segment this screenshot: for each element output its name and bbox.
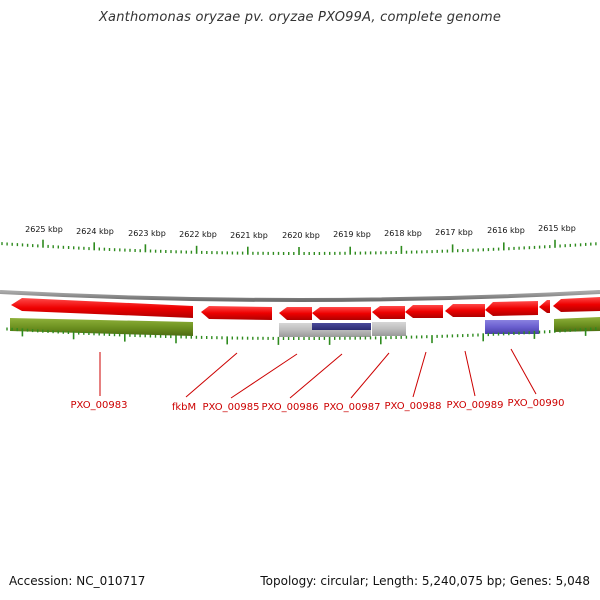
scale-label: 2624 kbp (76, 227, 114, 236)
gene-arrow[interactable] (445, 304, 485, 317)
gene-arrow[interactable] (485, 301, 538, 316)
scale-label: 2620 kbp (282, 231, 320, 240)
gene-arrow[interactable] (539, 300, 550, 313)
scale-label: 2621 kbp (230, 231, 268, 240)
cds-blue-box[interactable] (485, 320, 539, 334)
scale-label: 2622 kbp (179, 230, 217, 239)
gene-arrow[interactable] (279, 307, 312, 320)
scale-labels: 2625 kbp 2624 kbp 2623 kbp 2622 kbp 2621… (25, 224, 576, 240)
leader-line (510, 348, 537, 395)
feature-boxes (10, 317, 600, 337)
gene-label[interactable]: PXO_00985 (203, 402, 260, 413)
gene-label[interactable]: PXO_00987 (324, 402, 381, 413)
gene-label[interactable]: PXO_00986 (262, 402, 319, 413)
gene-leader-lines (99, 348, 537, 399)
genome-summary-text: Topology: circular; Length: 5,240,075 bp… (260, 574, 590, 588)
gene-arrow[interactable] (11, 298, 193, 318)
gene-label[interactable]: PXO_00988 (385, 401, 442, 412)
accession-text: Accession: NC_010717 (9, 574, 146, 588)
gene-label[interactable]: fkbM (172, 402, 196, 413)
gene-arrow[interactable] (201, 306, 272, 320)
gene-label[interactable]: PXO_00989 (447, 400, 504, 411)
cds-green-box[interactable] (554, 317, 600, 332)
genome-backbone (0, 290, 600, 302)
cds-gray-box[interactable] (372, 322, 406, 336)
scale-label: 2616 kbp (487, 226, 525, 235)
leader-line (230, 353, 298, 399)
scale-label: 2623 kbp (128, 229, 166, 238)
leader-line (464, 350, 476, 397)
gene-arrows (11, 297, 600, 320)
leader-line (185, 352, 238, 398)
gene-labels: PXO_00983 fkbM PXO_00985 PXO_00986 PXO_0… (71, 398, 565, 413)
inner-tick-ring (6, 327, 597, 345)
gene-arrow[interactable] (553, 297, 600, 312)
scale-label: 2619 kbp (333, 230, 371, 239)
cds-green-box[interactable] (10, 318, 193, 336)
gene-arrow[interactable] (405, 305, 443, 318)
gene-label[interactable]: PXO_00983 (71, 400, 128, 411)
scale-tick-ring (1, 239, 597, 255)
scale-label: 2625 kbp (25, 225, 63, 234)
leader-line (412, 351, 427, 398)
leader-line (289, 353, 343, 399)
map-title: Xanthomonas oryzae pv. oryzae PXO99A, co… (98, 10, 502, 25)
gene-arrow[interactable] (312, 307, 371, 320)
scale-label: 2617 kbp (435, 228, 473, 237)
gene-label[interactable]: PXO_00990 (508, 398, 565, 409)
leader-line (350, 352, 390, 399)
gene-arrow[interactable] (372, 306, 405, 319)
scale-label: 2615 kbp (538, 224, 576, 233)
cds-navy-box[interactable] (312, 323, 371, 330)
scale-label: 2618 kbp (384, 229, 422, 238)
cds-gray-box[interactable] (279, 323, 313, 337)
